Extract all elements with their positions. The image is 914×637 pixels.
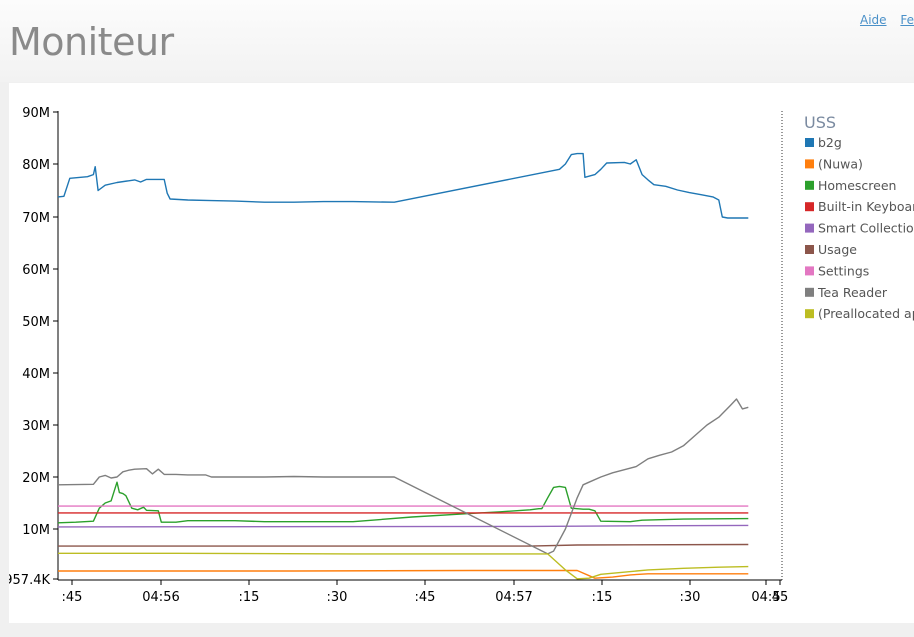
legend-label: Usage — [818, 242, 857, 257]
series-line-4 — [57, 524, 749, 528]
legend-item[interactable]: Built-in Keyboard — [805, 199, 914, 214]
legend-swatch — [805, 202, 814, 212]
series-line-0 — [57, 152, 749, 219]
chart-panel: 957.4K 10M 20M 30M 40M 50M 60M 70M 80M 90M :45 04:5… — [4, 83, 914, 623]
legend-label: Homescreen — [818, 178, 896, 193]
legend-label: Settings — [818, 263, 869, 278]
axes: 957.4K 10M 20M 30M 40M 50M 60M 70M 80M 90M :45 04:5… — [4, 106, 789, 605]
legend-swatch — [805, 159, 814, 169]
legend-item[interactable]: b2g — [805, 135, 842, 150]
top-links: Aide Fe — [850, 13, 914, 27]
y-tick-label: 70M — [22, 211, 50, 226]
legend-swatch — [805, 287, 814, 297]
top-bar: Moniteur Aide Fe — [0, 0, 914, 82]
legend-swatch — [805, 223, 814, 233]
y-tick-label: 20M — [22, 471, 50, 486]
legend-label: b2g — [818, 135, 842, 150]
x-tick-label: 04:5 — [751, 590, 780, 605]
x-tick-label: 04:56 — [142, 590, 179, 605]
series-line-8 — [58, 552, 749, 580]
help-link[interactable]: Aide — [859, 13, 887, 27]
legend-swatch — [805, 309, 814, 319]
x-tick-label: :15 — [239, 590, 260, 605]
legend-swatch — [805, 266, 814, 276]
legend-title: USS — [804, 113, 836, 132]
series-line-1 — [58, 569, 749, 579]
y-tick-label: 80M — [22, 158, 50, 173]
legend-swatch — [805, 138, 814, 147]
y-tick-label: 60M — [22, 263, 50, 278]
y-tick-label: 10M — [22, 523, 50, 538]
y-tick-label: 957.4K — [9, 573, 50, 588]
legend-item[interactable]: Usage — [805, 242, 857, 257]
page-title: Moniteur — [9, 20, 174, 64]
x-tick-label: 45 — [772, 590, 789, 605]
legend-label: Smart Collections — [818, 221, 914, 236]
legend-swatch — [805, 245, 814, 254]
legend-item[interactable]: Tea Reader — [805, 285, 888, 300]
series-line-5 — [58, 543, 749, 547]
series-line-7 — [57, 398, 749, 555]
x-tick-label: 04:57 — [495, 590, 532, 605]
legend: USS b2g (Nuwa) Homescreen Built-in Keyboard S… — [804, 113, 914, 321]
x-tick-label: :15 — [592, 590, 613, 605]
legend-item[interactable]: Smart Collections — [805, 221, 914, 236]
x-tick-label: :45 — [415, 590, 436, 605]
close-link[interactable]: Fe — [900, 13, 914, 27]
legend-item[interactable]: Settings — [805, 263, 869, 278]
legend-item[interactable]: (Nuwa) — [805, 156, 863, 171]
legend-swatch — [805, 180, 814, 190]
y-tick-label: 50M — [22, 315, 50, 330]
x-tick-label: :30 — [680, 590, 701, 605]
y-tick-label: 90M — [22, 106, 50, 121]
x-tick-label: :45 — [62, 590, 83, 605]
memory-chart: 957.4K 10M 20M 30M 40M 50M 60M 70M 80M 90M :45 04:5… — [4, 106, 914, 605]
legend-label: (Nuwa) — [818, 156, 863, 171]
x-tick-label: :30 — [327, 590, 348, 605]
legend-item[interactable]: Homescreen — [805, 178, 896, 193]
y-tick-label: 40M — [22, 367, 50, 382]
series-line-2 — [57, 481, 749, 524]
series-lines — [57, 152, 749, 580]
legend-label: Built-in Keyboard — [818, 199, 914, 214]
legend-label: Tea Reader — [817, 285, 888, 300]
legend-item[interactable]: (Preallocated app) — [805, 306, 914, 321]
legend-label: (Preallocated app) — [818, 306, 914, 321]
y-tick-label: 30M — [22, 419, 50, 434]
